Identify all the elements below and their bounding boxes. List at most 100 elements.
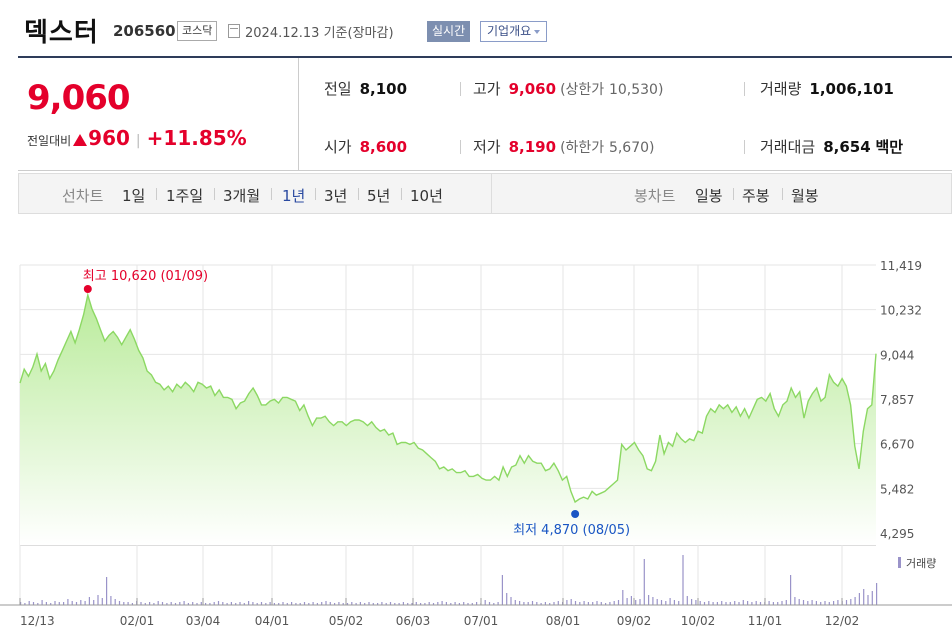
x-tick-label: 04/01: [255, 614, 290, 628]
volume-bar: [531, 601, 534, 605]
x-tick-label: 06/03: [396, 614, 431, 628]
tab-1y[interactable]: 1년: [282, 187, 306, 205]
chart-period-tabs: 선차트 1일 1주일 3개월 1년 3년 5년 10년 봉차트 일봉 주봉 월봉: [18, 173, 952, 214]
volume-bar: [635, 600, 637, 605]
volume-bar: [84, 601, 86, 605]
tab-3y[interactable]: 3년: [324, 187, 348, 205]
volume-bar: [527, 602, 529, 605]
volume-bar: [402, 602, 404, 605]
price-chart[interactable]: 11,419 10,232 9,044 7,857 6,670 5,482 4,295 최고…: [0, 228, 952, 642]
volume-bar: [325, 601, 327, 605]
volume-bar: [488, 602, 491, 605]
volume-bar: [484, 600, 486, 605]
change-amount: 960: [88, 126, 130, 150]
change-label: 전일대비: [27, 134, 72, 148]
y-tick-label: 6,670: [880, 438, 914, 452]
volume-bar: [497, 602, 499, 605]
volume-bar: [88, 597, 90, 605]
volume-bar: [364, 603, 366, 605]
volume-legend-label: 거래량: [906, 557, 936, 570]
volume-bar: [523, 602, 525, 605]
stock-header: 덱스터 206560 코스닥 2024.12.13 기준(장마감) 실시간 기업…: [0, 0, 952, 56]
divider: [401, 188, 402, 200]
prev-close-value: 8,100: [359, 80, 408, 98]
realtime-button[interactable]: 실시간: [427, 21, 471, 42]
volume-bar: [652, 597, 654, 605]
volume-bar: [80, 600, 82, 605]
volume-bar: [334, 603, 336, 605]
volume-bar: [45, 602, 47, 605]
amount-unit: 백만: [875, 138, 904, 156]
volume-bar: [368, 602, 370, 605]
tab-monthly-candle[interactable]: 월봉: [791, 187, 819, 205]
y-tick-label: 9,044: [880, 348, 914, 362]
x-tick-label: 07/01: [464, 614, 499, 628]
divider: [315, 188, 316, 200]
volume-bar: [407, 603, 409, 605]
company-overview-dropdown[interactable]: 기업개요: [480, 21, 548, 42]
divider: |: [135, 133, 141, 149]
quote-panel: 9,060 전일대비 960 | +11.85% 전일 8,100 고가 9,060 (상한…: [18, 56, 952, 171]
volume-bar: [24, 603, 26, 605]
y-tick-label: 11,419: [880, 259, 922, 273]
tab-5y[interactable]: 5년: [367, 187, 391, 205]
x-tick-label: 12/13: [20, 614, 55, 628]
x-tick-label: 02/01: [120, 614, 155, 628]
candle-chart-label: 봉차트: [634, 187, 676, 205]
prev-close-label: 전일: [324, 80, 352, 98]
volume-bar: [131, 603, 133, 605]
volume-bar: [420, 603, 422, 605]
volume-bar: [630, 596, 632, 605]
volume-bar: [557, 601, 559, 605]
price-area: [20, 295, 876, 545]
volume-bar: [428, 602, 430, 605]
volume-bar: [772, 602, 774, 605]
volume-bar: [566, 600, 568, 605]
volume-bar: [187, 603, 189, 605]
tab-1d[interactable]: 1일: [122, 187, 146, 205]
volume-bar: [574, 601, 577, 605]
volume-bar: [179, 602, 181, 605]
current-price: 9,060: [27, 78, 131, 118]
volume-bar: [708, 601, 710, 605]
volume-bar: [639, 599, 641, 605]
volume-bar: [665, 601, 667, 605]
volume-bar: [845, 600, 848, 605]
amount-value: 8,654: [823, 138, 871, 156]
volume-bar: [613, 601, 615, 605]
volume-bar: [398, 603, 400, 605]
volume-bar: [342, 603, 344, 605]
divider: [744, 82, 745, 96]
line-chart-label: 선차트: [62, 187, 104, 205]
volume-bar: [377, 603, 379, 605]
y-tick-label: 10,232: [880, 304, 922, 318]
tab-daily-candle[interactable]: 일봉: [695, 187, 723, 205]
volume-bar: [833, 601, 835, 605]
volume-bar: [97, 595, 99, 605]
volume-bar: [716, 602, 718, 605]
volume-bar: [106, 577, 108, 605]
low-value: 8,190: [508, 138, 557, 156]
volume-bar: [278, 603, 280, 605]
tab-weekly-candle[interactable]: 주봉: [742, 187, 770, 205]
volume-bar: [222, 602, 224, 605]
calendar-icon: [228, 24, 240, 38]
volume-bar: [329, 602, 331, 605]
upper-limit-value: 10,530): [608, 82, 664, 98]
chevron-down-icon: [534, 29, 541, 34]
tab-3m[interactable]: 3개월: [223, 187, 261, 205]
volume-bar: [93, 600, 95, 605]
volume-bar: [854, 597, 856, 605]
volume-bar: [609, 602, 611, 605]
volume-bar: [450, 603, 452, 605]
tab-10y[interactable]: 10년: [410, 187, 443, 205]
volume-bar: [144, 603, 146, 605]
volume-bar: [239, 602, 241, 605]
tab-1w[interactable]: 1주일: [166, 187, 204, 205]
volume-bar: [192, 602, 194, 605]
volume-bar: [295, 603, 297, 605]
volume-bar: [643, 559, 645, 605]
volume-bar: [785, 600, 787, 605]
y-tick-label: 7,857: [880, 393, 914, 407]
divider: [782, 188, 783, 200]
